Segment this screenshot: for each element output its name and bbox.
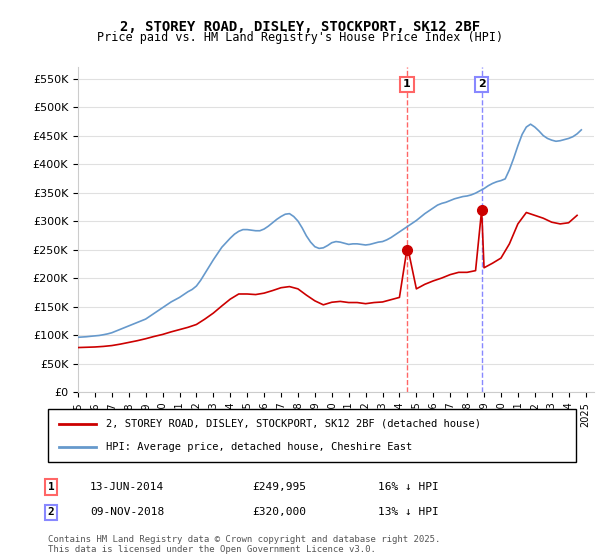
Text: 16% ↓ HPI: 16% ↓ HPI — [378, 482, 439, 492]
Text: 09-NOV-2018: 09-NOV-2018 — [90, 507, 164, 517]
Text: 13% ↓ HPI: 13% ↓ HPI — [378, 507, 439, 517]
Text: £249,995: £249,995 — [252, 482, 306, 492]
FancyBboxPatch shape — [48, 409, 576, 462]
Text: 1: 1 — [47, 482, 55, 492]
Text: 2, STOREY ROAD, DISLEY, STOCKPORT, SK12 2BF (detached house): 2, STOREY ROAD, DISLEY, STOCKPORT, SK12 … — [106, 419, 481, 429]
Text: 2: 2 — [478, 80, 485, 89]
Text: Price paid vs. HM Land Registry's House Price Index (HPI): Price paid vs. HM Land Registry's House … — [97, 31, 503, 44]
Text: HPI: Average price, detached house, Cheshire East: HPI: Average price, detached house, Ches… — [106, 442, 412, 452]
Text: Contains HM Land Registry data © Crown copyright and database right 2025.
This d: Contains HM Land Registry data © Crown c… — [48, 535, 440, 554]
Text: 1: 1 — [403, 80, 411, 89]
Text: 13-JUN-2014: 13-JUN-2014 — [90, 482, 164, 492]
Text: 2: 2 — [47, 507, 55, 517]
Text: £320,000: £320,000 — [252, 507, 306, 517]
Text: 2, STOREY ROAD, DISLEY, STOCKPORT, SK12 2BF: 2, STOREY ROAD, DISLEY, STOCKPORT, SK12 … — [120, 20, 480, 34]
